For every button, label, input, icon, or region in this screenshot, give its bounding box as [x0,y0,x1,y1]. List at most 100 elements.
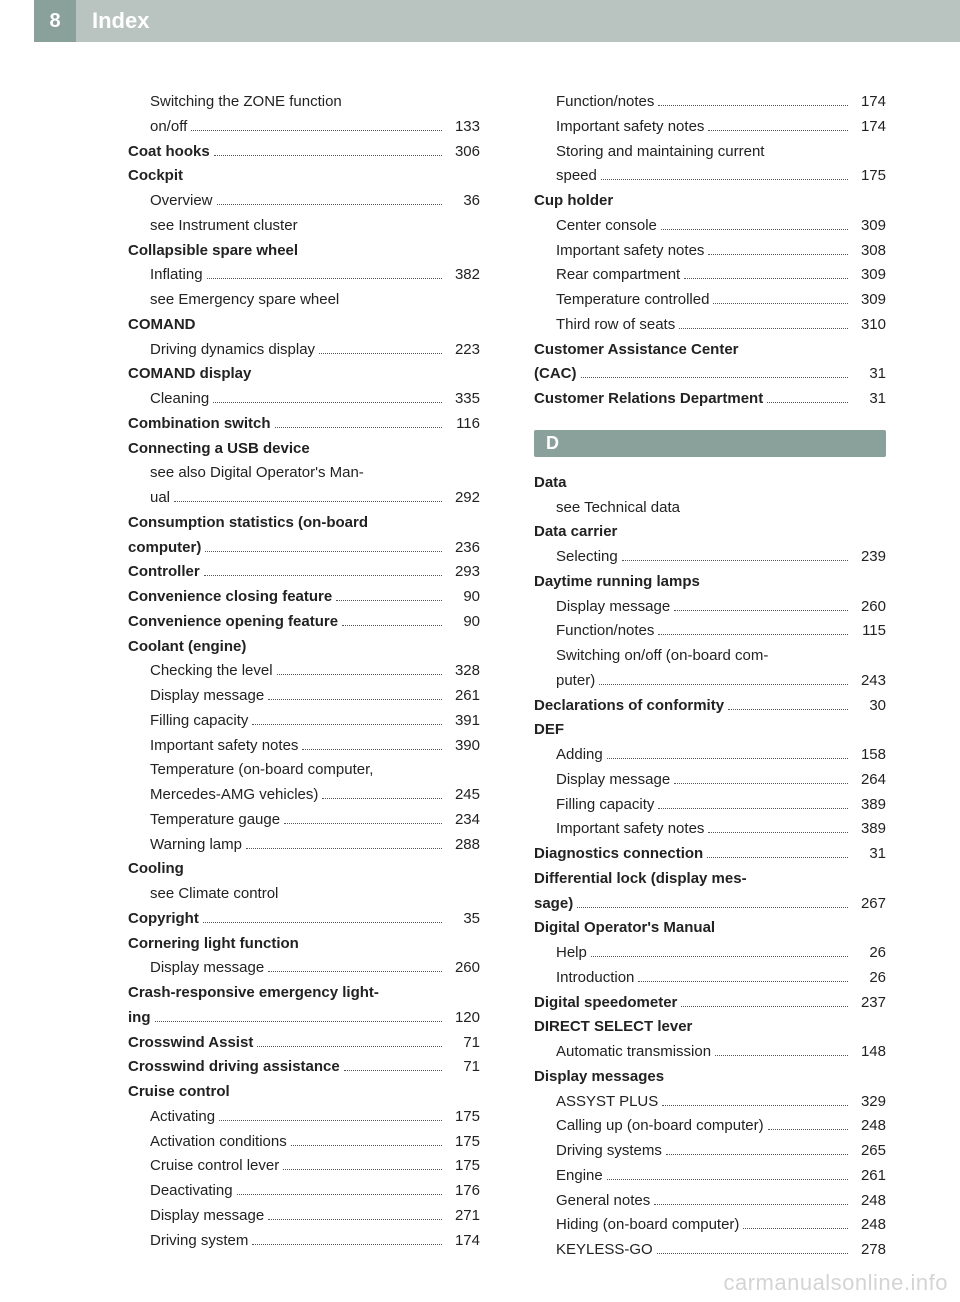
index-entry: ing120 [128,1006,480,1031]
index-entry-label: Cup holder [534,189,613,214]
index-entry-label: Cruise control [128,1080,230,1105]
leader-dots [666,1142,848,1155]
index-entry-page: 309 [852,288,886,313]
leader-dots [203,910,442,923]
index-entry-label: Activation conditions [128,1130,287,1155]
leader-dots [275,415,443,428]
index-entry-page: 260 [446,956,480,981]
index-entry: Function/notes174 [534,90,886,115]
index-entry: Consumption statistics (on-board [128,511,480,536]
index-entry-label: Customer Assistance Center [534,338,739,363]
index-entry: Data [534,471,886,496]
index-entry-label: General notes [534,1189,650,1214]
index-entry-label: Convenience closing feature [128,585,332,610]
index-entry-label: Checking the level [128,659,273,684]
index-entry-page: 175 [446,1154,480,1179]
index-entry-page: 264 [852,768,886,793]
index-entry: Hiding (on-board computer)248 [534,1213,886,1238]
index-entry-label: DIRECT SELECT lever [534,1015,692,1040]
index-entry: Rear compartment309 [534,263,886,288]
index-entry-page: 35 [446,907,480,932]
index-entry: Cleaning335 [128,387,480,412]
index-letter-heading: D [534,430,886,457]
index-entry-label: speed [534,164,597,189]
index-entry: Overview36 [128,189,480,214]
index-entry-label: Display message [128,684,264,709]
index-entry: Customer Assistance Center [534,338,886,363]
index-entry-label: Adding [534,743,603,768]
leader-dots [607,1167,848,1180]
index-entry-label: Switching the ZONE function [128,90,342,115]
leader-dots [246,836,442,849]
index-entry-label: ual [128,486,170,511]
index-entry-page: 309 [852,263,886,288]
index-entry-label: COMAND display [128,362,251,387]
index-entry: Controller293 [128,560,480,585]
leader-dots [707,845,848,858]
leader-dots [214,143,442,156]
leader-dots [658,796,848,809]
index-entry: Cooling [128,857,480,882]
leader-dots [638,969,848,982]
index-entry: KEYLESS-GO 278 [534,1238,886,1263]
index-entry-label: Digital speedometer [534,991,677,1016]
index-entry-page: 31 [852,362,886,387]
index-entry-label: ing [128,1006,151,1031]
index-entry: see Instrument cluster [128,214,480,239]
watermark: carmanualsonline.info [723,1270,948,1296]
index-entry: Important safety notes174 [534,115,886,140]
leader-dots [205,539,442,552]
index-entry-page: 248 [852,1114,886,1139]
index-entry: Selecting239 [534,545,886,570]
index-entry-page: 335 [446,387,480,412]
index-entry-page: 245 [446,783,480,808]
leader-dots [767,390,848,403]
index-entry-label: Center console [534,214,657,239]
index-entry-label: Help [534,941,587,966]
index-entry-label: Data carrier [534,520,617,545]
index-entry-label: Important safety notes [128,734,298,759]
index-entry-page: 174 [852,90,886,115]
index-entry: sage)267 [534,892,886,917]
leader-dots [213,390,442,403]
index-entry-page: 158 [852,743,886,768]
index-entry: Crosswind driving assistance71 [128,1055,480,1080]
index-entry-label: Cockpit [128,164,183,189]
index-entry: Digital Operator's Manual [534,916,886,941]
index-entry: Cup holder [534,189,886,214]
index-entry-label: Crosswind Assist [128,1031,253,1056]
leader-dots [344,1058,442,1071]
index-entry: speed 175 [534,164,886,189]
index-entry-page: 176 [446,1179,480,1204]
index-entry: Daytime running lamps [534,570,886,595]
index-entry-label: Function/notes [534,619,654,644]
leader-dots [713,291,848,304]
index-entry-label: Introduction [534,966,634,991]
index-entry-label: Display message [128,956,264,981]
index-entry-label: Hiding (on-board computer) [534,1213,739,1238]
leader-dots [715,1043,848,1056]
index-entry-page: 133 [446,115,480,140]
index-entry-page: 248 [852,1189,886,1214]
index-entry-page: 309 [852,214,886,239]
leader-dots [268,1207,442,1220]
index-entry-page: 175 [852,164,886,189]
index-entry-page: 116 [446,412,480,437]
index-entry-page: 278 [852,1238,886,1263]
index-entry: computer)236 [128,536,480,561]
index-entry-page: 308 [852,239,886,264]
index-entry-page: 175 [446,1105,480,1130]
index-entry-label: Driving systems [534,1139,662,1164]
index-entry: Declarations of conformity30 [534,694,886,719]
index-entry-page: 261 [852,1164,886,1189]
index-entry-label: Customer Relations Department [534,387,763,412]
index-entry-page: 328 [446,659,480,684]
index-entry-label: KEYLESS-GO [534,1238,653,1263]
page-number-tab: 8 [34,0,76,42]
leader-dots [708,118,848,131]
index-entry: Calling up (on-board computer)248 [534,1114,886,1139]
index-entry-page: 391 [446,709,480,734]
index-entry-page: 26 [852,966,886,991]
index-entry-page: 243 [852,669,886,694]
index-entry-page: 174 [852,115,886,140]
